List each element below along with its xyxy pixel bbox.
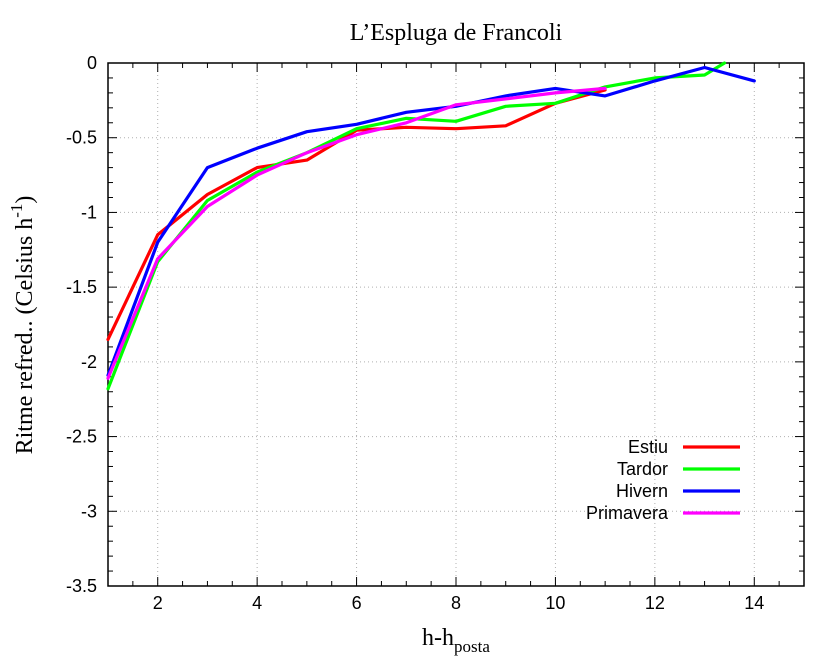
series-line-hivern (106, 65, 756, 377)
y-tick-label: 0 (87, 53, 97, 73)
y-tick-label: -1 (81, 202, 97, 222)
x-tick-label: 12 (645, 593, 665, 613)
legend-label-tardor: Tardor (617, 459, 668, 479)
legend-label-hivern: Hivern (616, 481, 668, 501)
grid-lines (108, 63, 804, 586)
y-tick-label: -3.5 (66, 576, 97, 596)
legend-label-primavera: Primavera (586, 503, 669, 523)
y-axis-ticks: 0 -0.5 -1 -1.5 -2 -2.5 -3 -3.5 (66, 53, 804, 596)
y-tick-label: -3 (81, 501, 97, 521)
y-axis-label: Ritme refred.. (Celsius h-1) (7, 196, 38, 455)
x-tick-label: 2 (153, 593, 163, 613)
x-tick-label: 14 (744, 593, 764, 613)
x-tick-label: 6 (352, 593, 362, 613)
y-tick-label: -0.5 (66, 128, 97, 148)
y-axis-label-close: ) (12, 196, 38, 204)
x-axis-label: h-hposta (422, 625, 490, 656)
chart-title: L’Espluga de Francoli (350, 20, 563, 46)
y-tick-label: -2 (81, 352, 97, 372)
y-axis-label-superscript: -1 (7, 204, 26, 218)
legend-label-estiu: Estiu (628, 437, 668, 457)
x-tick-label: 10 (545, 593, 565, 613)
x-axis-ticks: 2 4 6 8 10 12 14 (132, 63, 780, 613)
y-tick-label: -1.5 (66, 277, 97, 297)
x-tick-label: 8 (451, 593, 461, 613)
x-axis-label-main: h-h (422, 625, 454, 651)
series-line-primavera (106, 86, 607, 380)
x-axis-label-subscript: posta (454, 637, 490, 656)
y-tick-label: -2.5 (66, 427, 97, 447)
series-lines (106, 61, 756, 391)
series-line-tardor (106, 61, 727, 391)
x-tick-label: 4 (252, 593, 262, 613)
y-axis-label-main: Ritme refred.. (Celsius h (12, 218, 38, 455)
